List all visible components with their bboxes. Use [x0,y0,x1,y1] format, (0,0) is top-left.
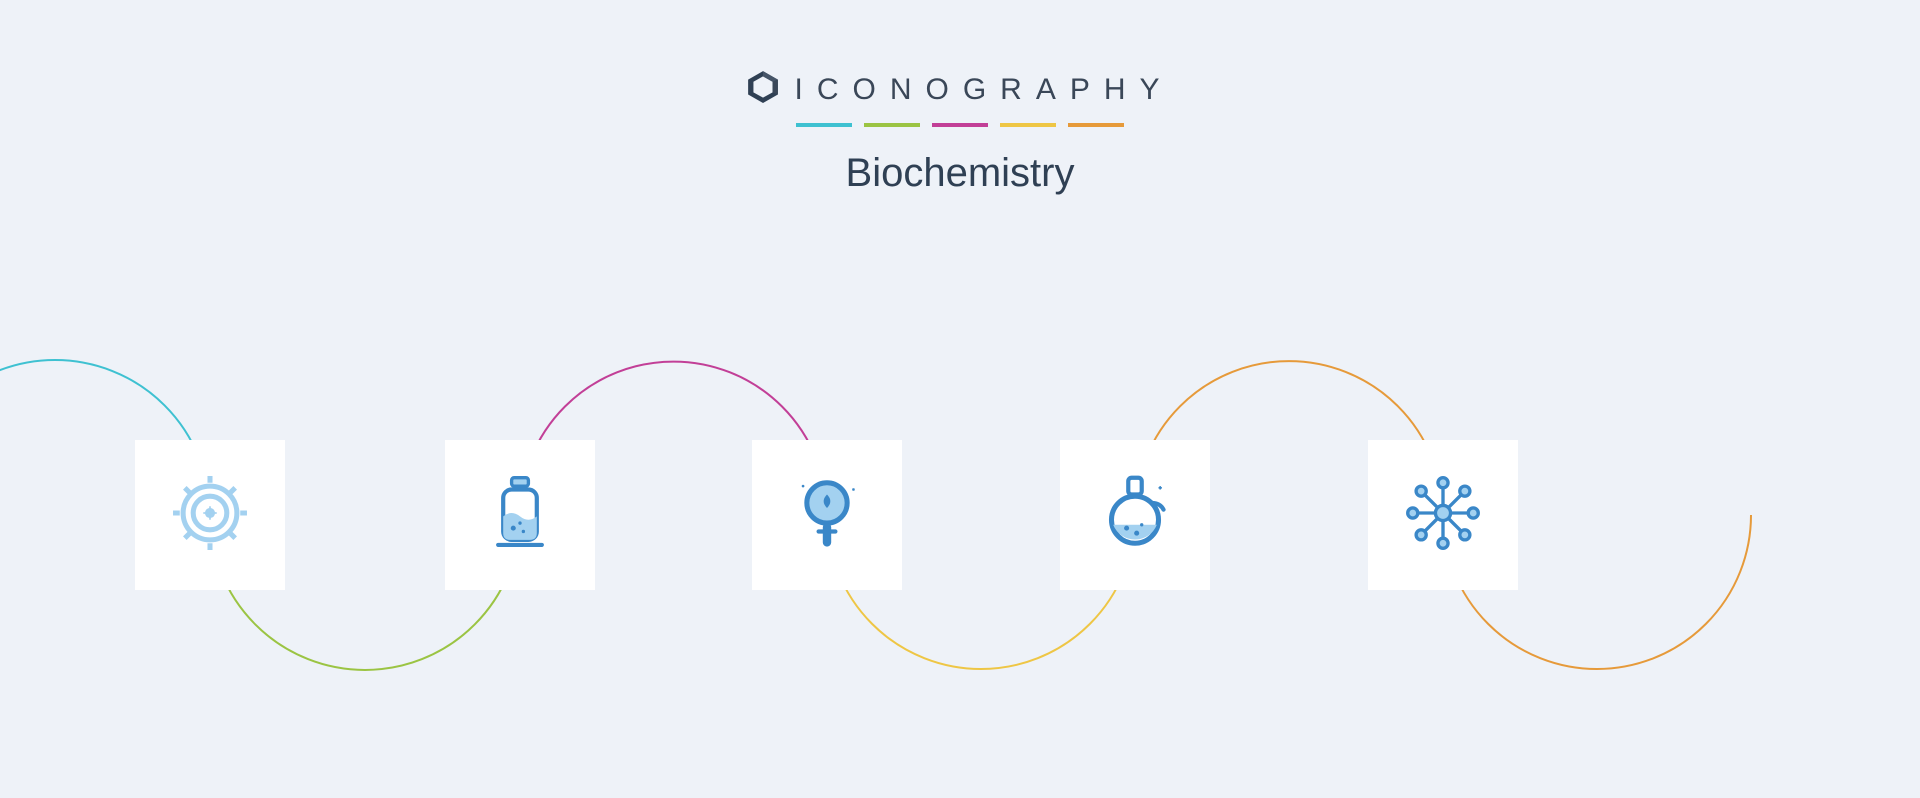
color-bar-2 [932,123,988,127]
color-bar-1 [864,123,920,127]
subtitle: Biochemistry [0,151,1920,196]
card-molecule [1368,440,1518,590]
card-gear [135,440,285,590]
card-flask [1060,440,1210,590]
settings-gear-icon [168,471,252,560]
header: ICONOGRAPHY Biochemistry [0,70,1920,196]
round-flask-icon [1093,471,1177,560]
molecule-network-icon [1401,471,1485,560]
card-sample-search [752,440,902,590]
brand-row: ICONOGRAPHY [0,70,1920,109]
brand-text: ICONOGRAPHY [794,73,1173,107]
color-bars [0,123,1920,127]
color-bar-0 [796,123,852,127]
card-bottle [445,440,595,590]
color-bar-3 [1000,123,1056,127]
brand-logo-icon [746,70,780,109]
wave-path [0,290,1920,720]
color-bar-4 [1068,123,1124,127]
chemical-bottle-icon [478,471,562,560]
sample-magnifier-icon [785,471,869,560]
